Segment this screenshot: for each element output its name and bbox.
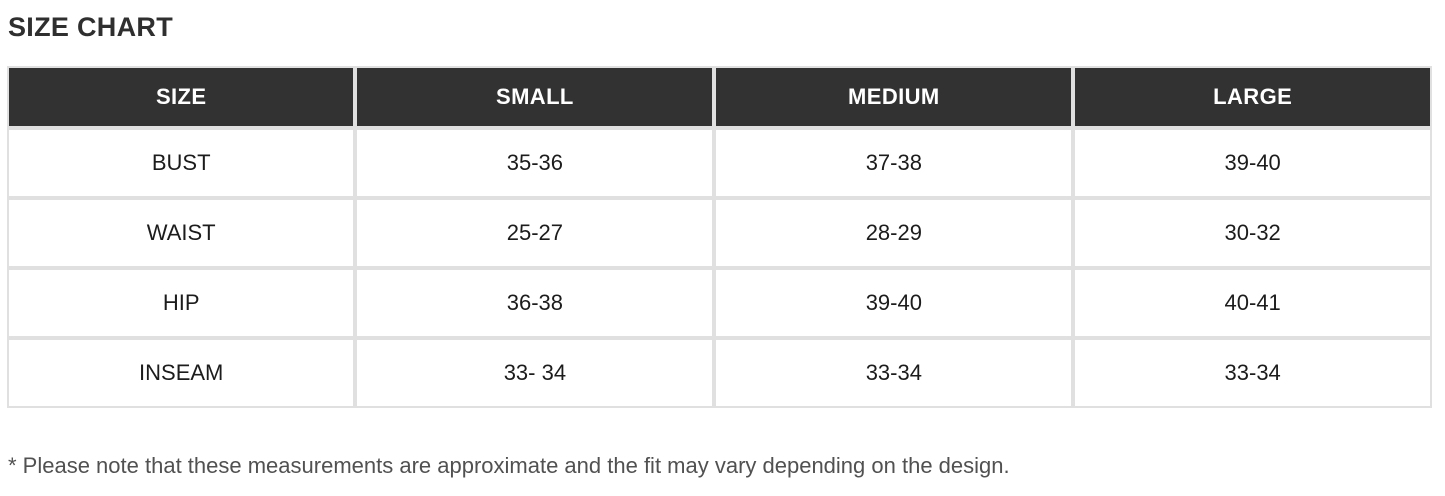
table-row-bust: BUST 35-36 37-38 39-40 [7,128,1432,198]
table-body: BUST 35-36 37-38 39-40 WAIST 25-27 28-29… [7,128,1432,408]
cell-inseam-small: 33- 34 [355,338,715,408]
table-row-inseam: INSEAM 33- 34 33-34 33-34 [7,338,1432,408]
table-row-waist: WAIST 25-27 28-29 30-32 [7,198,1432,268]
cell-inseam-large: 33-34 [1073,338,1432,408]
column-header-size: SIZE [7,66,356,128]
cell-hip-small: 36-38 [355,268,715,338]
cell-bust-medium: 37-38 [714,128,1074,198]
column-header-medium: MEDIUM [714,66,1074,128]
header-row: SIZE SMALL MEDIUM LARGE [7,66,1432,128]
size-chart-table: SIZE SMALL MEDIUM LARGE BUST 35-36 37-38… [7,66,1432,408]
row-label-waist: WAIST [7,198,356,268]
cell-bust-large: 39-40 [1073,128,1432,198]
row-label-bust: BUST [7,128,356,198]
size-chart-section: SIZE CHART SIZE SMALL MEDIUM LARGE BUST … [7,12,1432,478]
column-header-large: LARGE [1073,66,1432,128]
row-label-inseam: INSEAM [7,338,356,408]
measurement-disclaimer: * Please note that these measurements ar… [8,453,1010,478]
cell-inseam-medium: 33-34 [714,338,1074,408]
column-header-small: SMALL [355,66,715,128]
table-header: SIZE SMALL MEDIUM LARGE [7,66,1432,128]
cell-bust-small: 35-36 [355,128,715,198]
table-row-hip: HIP 36-38 39-40 40-41 [7,268,1432,338]
row-label-hip: HIP [7,268,356,338]
cell-waist-medium: 28-29 [714,198,1074,268]
cell-hip-large: 40-41 [1073,268,1432,338]
cell-hip-medium: 39-40 [714,268,1074,338]
cell-waist-large: 30-32 [1073,198,1432,268]
page-title: SIZE CHART [8,12,173,42]
cell-waist-small: 25-27 [355,198,715,268]
